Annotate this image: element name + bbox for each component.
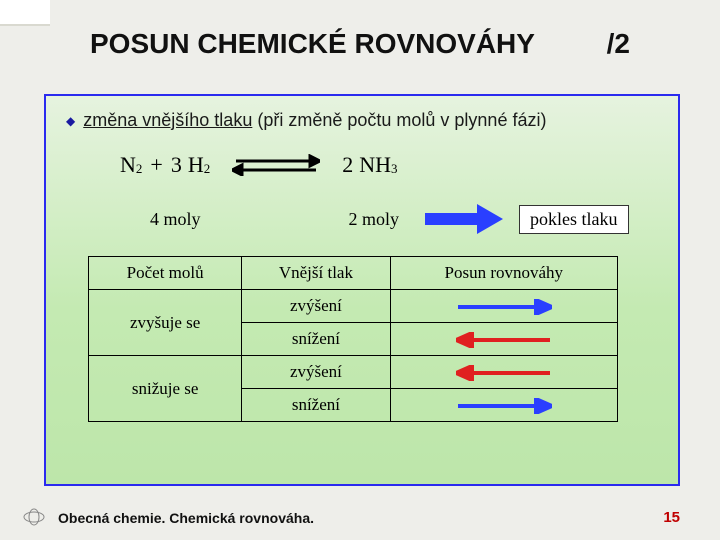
cell-tlak: zvýšení: [242, 290, 390, 323]
bullet-rest: (při změně počtu molů v plynné fázi): [252, 110, 546, 130]
arrow-right-icon: [456, 296, 552, 315]
cell-tlak: zvýšení: [242, 356, 390, 389]
th-posun: Posun rovnováhy: [390, 257, 617, 290]
cell-mol: zvyšuje se: [89, 290, 242, 356]
cell-shift: [390, 356, 617, 389]
shift-table: Počet molů Vnější tlak Posun rovnováhy z…: [88, 256, 618, 422]
eq-h: H: [188, 152, 204, 178]
equilibrium-arrow-icon: [232, 154, 320, 176]
table-header-row: Počet molů Vnější tlak Posun rovnováhy: [89, 257, 618, 290]
eq-h-sub: 2: [204, 161, 211, 177]
pressure-drop-box: pokles tlaku: [519, 205, 629, 234]
bullet-underlined: změna vnějšího tlaku: [83, 110, 252, 130]
arrow-left-icon: [456, 329, 552, 348]
slide: POSUN CHEMICKÉ ROVNOVÁHY /2 ◆ změna vněj…: [0, 0, 720, 540]
bullet-line: ◆ změna vnějšího tlaku (při změně počtu …: [66, 110, 546, 131]
table-row: snižuje se zvýšení: [89, 356, 618, 389]
eq-plus: +: [150, 152, 162, 178]
arrow-right-icon: [456, 395, 552, 414]
eq-nh: NH: [359, 152, 391, 178]
cell-tlak: snížení: [242, 323, 390, 356]
diamond-icon: ◆: [66, 114, 75, 128]
th-mol: Počet molů: [89, 257, 242, 290]
slide-title-suffix: /2: [607, 28, 630, 60]
bullet-text: změna vnějšího tlaku (při změně počtu mo…: [83, 110, 546, 131]
corner-tab: [0, 0, 50, 26]
page-number: 15: [663, 509, 680, 526]
table-row: zvyšuje se zvýšení: [89, 290, 618, 323]
eq-two: 2: [342, 152, 353, 178]
arrow-left-icon: [456, 362, 552, 381]
moles-left: 4 moly: [150, 209, 201, 230]
cell-mol: snižuje se: [89, 356, 242, 422]
footer-logo-icon: [22, 508, 46, 526]
slide-title: POSUN CHEMICKÉ ROVNOVÁHY: [90, 28, 535, 60]
moles-row: 4 moly 2 moly pokles tlaku: [150, 204, 629, 234]
moles-right: 2 moly: [349, 209, 400, 230]
eq-n: N: [120, 152, 136, 178]
eq-nh-sub: 3: [391, 161, 398, 177]
equation: N 2 + 3 H 2 2 NH 3: [120, 152, 397, 178]
cell-shift: [390, 389, 617, 422]
cell-shift: [390, 323, 617, 356]
eq-n-sub: 2: [136, 161, 143, 177]
cell-tlak: snížení: [242, 389, 390, 422]
th-tlak: Vnější tlak: [242, 257, 390, 290]
cell-shift: [390, 290, 617, 323]
footer-text: Obecná chemie. Chemická rovnováha.: [58, 510, 314, 526]
big-arrow-icon: [425, 204, 503, 234]
eq-three: 3: [171, 152, 182, 178]
